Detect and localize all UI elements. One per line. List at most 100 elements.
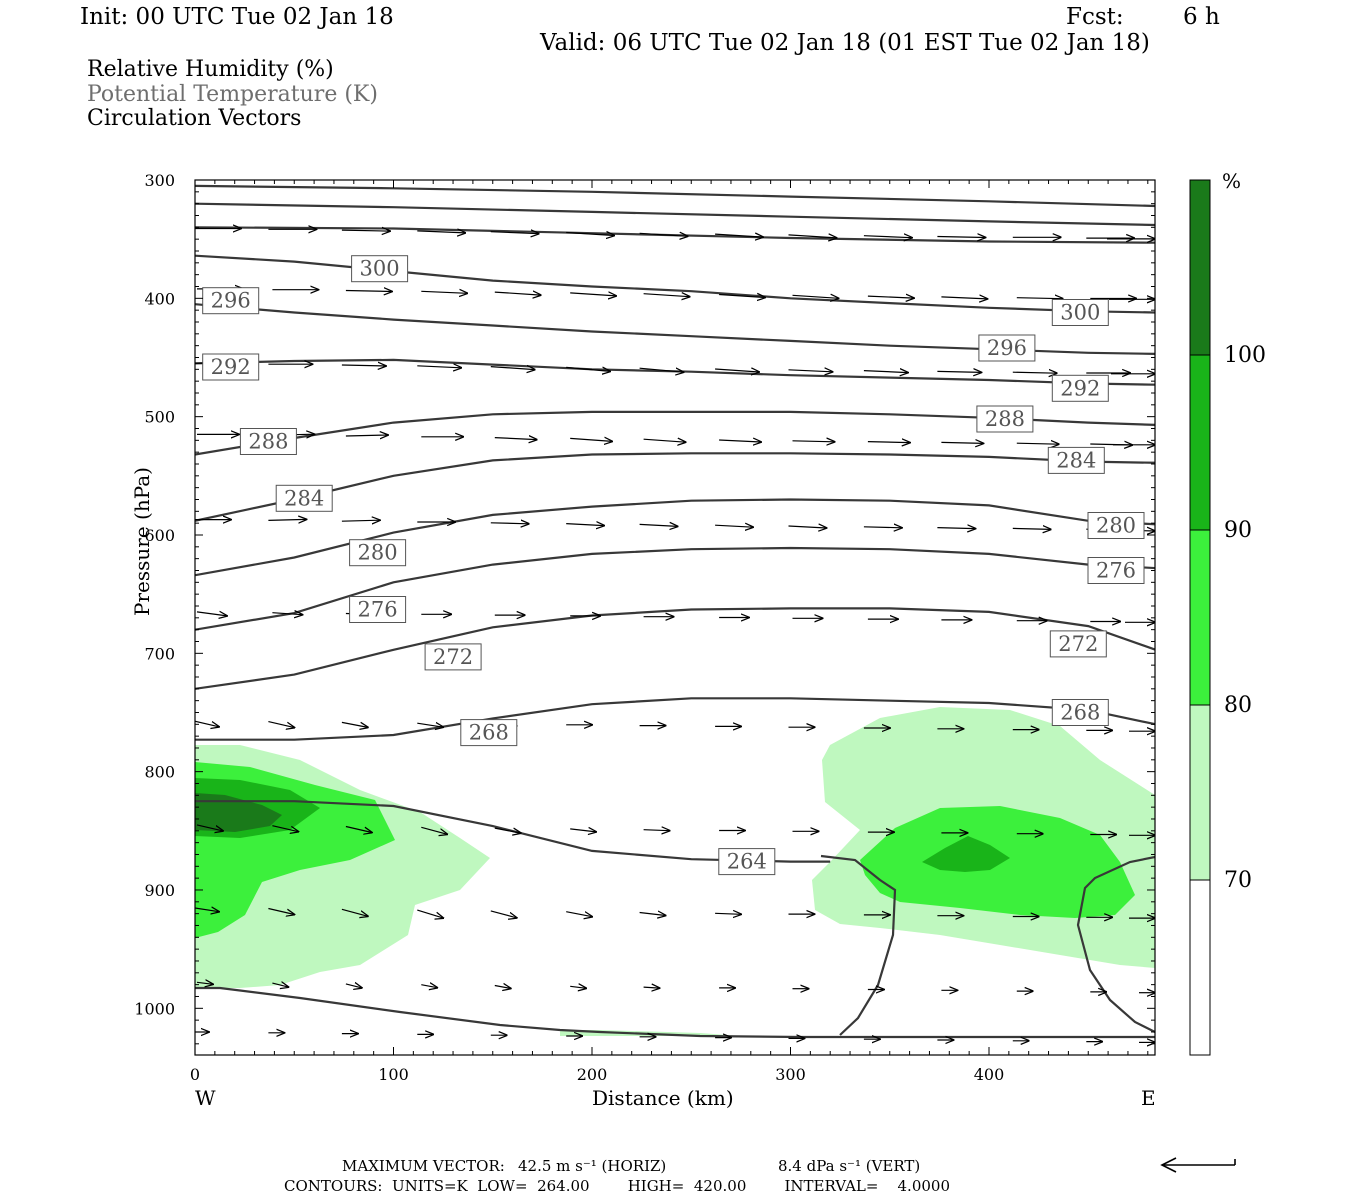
contour-label-box bbox=[202, 353, 260, 381]
circulation-vector bbox=[639, 913, 666, 916]
rh-90-east bbox=[922, 836, 1010, 872]
footer-contours: CONTOURS: UNITS=K LOW= 264.00 HIGH= 420.… bbox=[284, 1177, 950, 1195]
circulation-vector bbox=[341, 520, 380, 521]
legend-relative-humidity: Relative Humidity (%) bbox=[87, 57, 334, 82]
circulation-vector bbox=[1016, 443, 1059, 444]
circulation-vector bbox=[421, 826, 447, 834]
circulation-vector bbox=[345, 435, 388, 436]
circulation-vector bbox=[268, 907, 294, 915]
legend-potential-temperature: Potential Temperature (K) bbox=[87, 82, 378, 107]
contour-label-box bbox=[202, 287, 260, 315]
isentrope-272 bbox=[195, 607, 1155, 690]
colorbar-80-90 bbox=[1190, 530, 1210, 705]
contour-label-280: 280 bbox=[358, 541, 398, 565]
circulation-vector bbox=[490, 232, 539, 234]
circulation-vector bbox=[788, 370, 833, 372]
circulation-vector bbox=[867, 442, 910, 443]
circulation-vector bbox=[490, 910, 517, 918]
circulation-vector bbox=[570, 986, 586, 988]
circulation-vector bbox=[566, 367, 610, 371]
y-axis-title: Pressure (hPa) bbox=[130, 467, 154, 616]
circulation-vector bbox=[715, 525, 753, 527]
circulation-vector bbox=[272, 983, 288, 987]
circulation-vector bbox=[792, 295, 839, 298]
colorbar-90-100 bbox=[1190, 355, 1210, 530]
contour-label-box bbox=[1087, 557, 1145, 584]
colorbar-below-70 bbox=[1190, 880, 1210, 1055]
circulation-vector bbox=[719, 295, 765, 298]
circulation-vector bbox=[643, 439, 686, 442]
colorbar-100-plus bbox=[1190, 180, 1210, 355]
isentrope-284 bbox=[195, 452, 1155, 522]
legend-circulation-vectors: Circulation Vectors bbox=[87, 106, 302, 131]
colorbar bbox=[1189, 179, 1211, 1056]
y-tick-label: 400 bbox=[144, 289, 175, 308]
circulation-vector bbox=[570, 438, 612, 441]
circulation-vector bbox=[272, 825, 298, 832]
surface-contours bbox=[195, 854, 1155, 1039]
isentrope-292 bbox=[195, 358, 1155, 386]
circulation-vector bbox=[788, 526, 827, 528]
circulation-vector bbox=[494, 438, 537, 440]
contour-label-box bbox=[1051, 299, 1109, 326]
colorbar-unit: % bbox=[1222, 169, 1242, 193]
contour-labels: 264 268 268 272 272 276 276 280 280 284 284 288 288 2… bbox=[202, 255, 1145, 876]
contour-label-box bbox=[460, 719, 518, 747]
rh-100-west bbox=[195, 793, 282, 832]
footer-max-vector-vert: 8.4 dPa s⁻¹ (VERT) bbox=[778, 1157, 921, 1175]
init-time: Init: 00 UTC Tue 02 Jan 18 bbox=[80, 4, 394, 30]
circulation-vector bbox=[345, 825, 372, 833]
isentrope-304-10 bbox=[195, 226, 1155, 244]
circulation-vector bbox=[490, 367, 535, 370]
circulation-vector bbox=[272, 613, 302, 615]
x-tick-label: 0 bbox=[190, 1065, 200, 1084]
circulation-vector bbox=[941, 442, 983, 443]
circulation-vector bbox=[196, 612, 227, 616]
circulation-vector bbox=[195, 720, 219, 727]
contour-label-box bbox=[1051, 374, 1109, 402]
circulation-vector bbox=[566, 912, 592, 917]
circulation-vector bbox=[417, 723, 443, 727]
contour-label-268: 268 bbox=[1060, 701, 1100, 725]
contour-label-268: 268 bbox=[469, 721, 509, 745]
circulation-vector bbox=[639, 368, 684, 372]
isentrope-280 bbox=[195, 498, 1155, 577]
circulation-vector bbox=[639, 233, 688, 236]
circulation-vector bbox=[719, 440, 761, 442]
circulation-vector bbox=[937, 237, 985, 238]
circulation-vector bbox=[715, 234, 763, 237]
circulation-vector bbox=[345, 291, 392, 292]
contour-surface-ground bbox=[195, 986, 1155, 1039]
circulation-vector bbox=[490, 523, 529, 524]
contour-label-box bbox=[275, 484, 333, 512]
circulation-vector bbox=[937, 371, 981, 372]
contour-label-280: 280 bbox=[1096, 514, 1136, 538]
contour-label-276: 276 bbox=[1096, 559, 1136, 583]
isentrope-308-11 bbox=[195, 202, 1155, 227]
circulation-vector bbox=[345, 984, 362, 988]
circulation-vector bbox=[195, 908, 219, 912]
circulation-vector bbox=[863, 236, 912, 238]
colorbar-label-80: 80 bbox=[1224, 693, 1252, 718]
circulation-vector bbox=[643, 830, 670, 831]
contour-264-east-east bbox=[1076, 855, 1155, 1033]
circulation-vector bbox=[421, 985, 437, 988]
y-tick-label: 300 bbox=[144, 171, 175, 190]
x-tick-label: 100 bbox=[378, 1065, 409, 1084]
y-tick-label: 900 bbox=[144, 881, 175, 900]
axes: 300 400 500 600 700 800 900 1000 0 100 200 300 400 bbox=[134, 171, 1155, 1084]
x-tick-label: 400 bbox=[974, 1065, 1005, 1084]
circulation-vector bbox=[867, 296, 914, 298]
contour-label-box bbox=[1087, 512, 1145, 539]
y-tick-label: 500 bbox=[144, 408, 175, 427]
footer-max-vector-label: MAXIMUM VECTOR: bbox=[342, 1157, 505, 1175]
circulation-vector bbox=[417, 231, 465, 233]
isentrope-312-12 bbox=[195, 184, 1155, 208]
circulation-vector bbox=[566, 524, 604, 526]
circulation-vector bbox=[566, 233, 614, 236]
circulation-vector bbox=[715, 913, 741, 914]
y-tick-label: 800 bbox=[144, 763, 175, 782]
colorbar-label-100: 100 bbox=[1224, 343, 1266, 368]
circulation-vector bbox=[341, 722, 368, 727]
contour-label-284: 284 bbox=[284, 486, 324, 510]
